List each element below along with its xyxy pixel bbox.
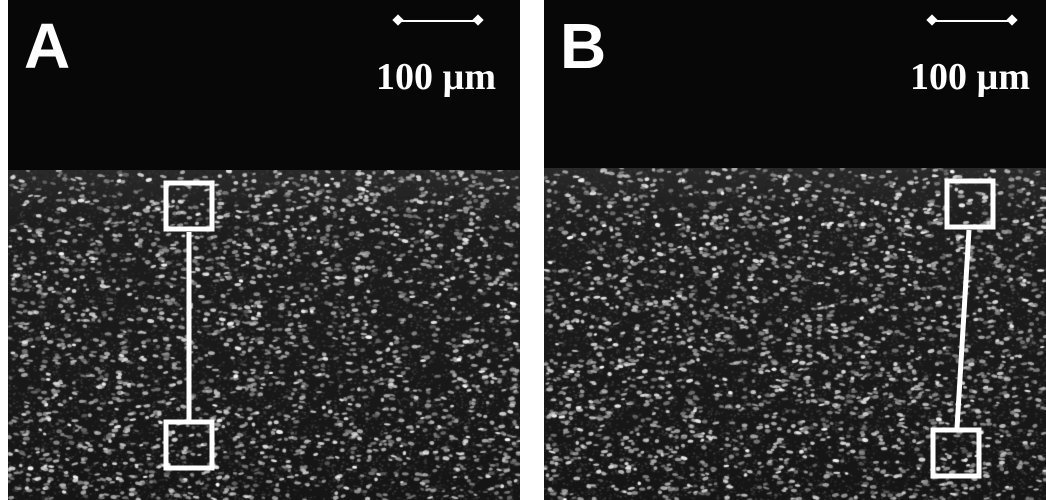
roi-overlay — [930, 178, 996, 479]
roi-box-top — [944, 178, 996, 230]
panel-letter: A — [24, 10, 71, 82]
tissue-region — [8, 170, 520, 500]
roi-box-bottom — [163, 419, 215, 471]
panel-letter: B — [560, 10, 607, 82]
scale-bar-line — [932, 20, 1012, 22]
scale-bar-line — [398, 20, 478, 22]
micrograph-panel-b: B 100 µm — [544, 0, 1046, 500]
roi-box-bottom — [930, 427, 982, 479]
roi-box-top — [163, 180, 215, 232]
cell-field — [8, 170, 520, 500]
micrograph-panel-a: A 100 µm — [8, 0, 520, 500]
scale-bar: 100 µm — [902, 14, 1046, 104]
roi-connector-line — [954, 229, 972, 429]
scale-bar-label: 100 µm — [910, 56, 1031, 98]
scale-bar: 100 µm — [372, 14, 520, 104]
scale-bar-label: 100 µm — [376, 56, 497, 98]
roi-overlay — [163, 180, 215, 471]
